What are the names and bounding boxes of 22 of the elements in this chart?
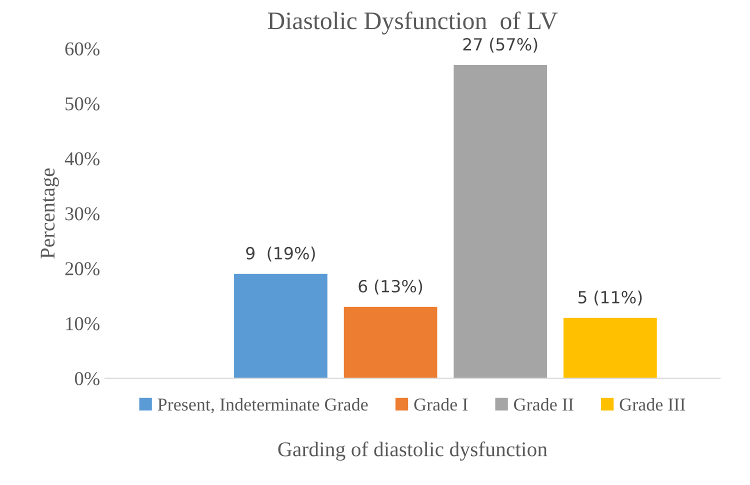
legend-label: Present, Indeterminate Grade: [158, 398, 368, 414]
y-tick-label: 60%: [65, 42, 100, 56]
bar: [344, 306, 438, 378]
bar: [234, 274, 328, 378]
data-label: 27 (57%): [463, 38, 538, 53]
legend-label: Grade III: [620, 398, 686, 411]
data-label: 9 (19%): [246, 246, 315, 262]
y-tick-label: 10%: [66, 317, 100, 330]
y-tick-label: 0%: [74, 372, 100, 386]
x-axis-title: Garding of diastolic dysfunction: [278, 441, 548, 461]
y-tick-label: 20%: [65, 262, 100, 276]
y-tick-label: 30%: [65, 207, 100, 220]
bar: [454, 64, 548, 378]
legend-label: Grade II: [514, 398, 574, 411]
legend-label: Grade I: [414, 398, 468, 411]
y-tick-label: 40%: [64, 152, 100, 166]
y-tick-label: 50%: [66, 97, 100, 110]
bar: [564, 318, 657, 378]
chart-title: Diastolic Dysfunction of LV: [268, 11, 558, 34]
data-label: 5 (11%): [578, 290, 642, 306]
data-label: 6 (13%): [358, 280, 422, 294]
y-axis-title: Percentage: [40, 168, 59, 258]
